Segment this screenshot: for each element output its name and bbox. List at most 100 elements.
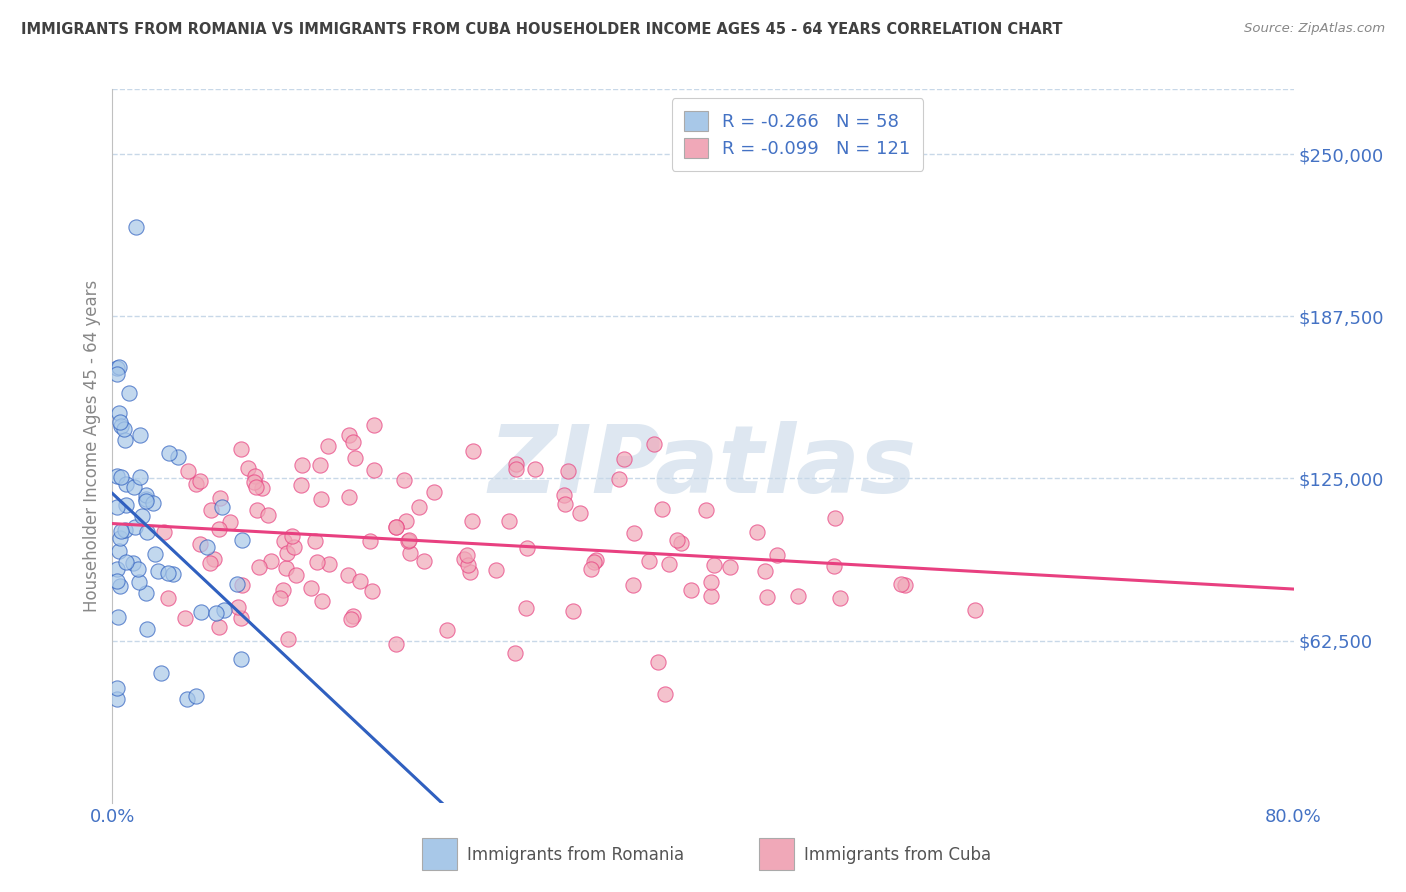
Point — [360, 533, 382, 548]
Point — [247, 560, 270, 574]
Point — [135, 586, 157, 600]
Point — [108, 531, 131, 545]
Point — [554, 496, 576, 510]
Point — [498, 515, 520, 529]
Point — [637, 554, 659, 568]
Point — [963, 603, 986, 617]
Point — [276, 560, 298, 574]
Point — [198, 557, 221, 571]
Point — [337, 428, 360, 442]
Point — [211, 500, 233, 514]
Point — [290, 478, 312, 492]
Point — [105, 692, 128, 706]
Point — [231, 578, 253, 592]
Point — [658, 557, 681, 571]
Point — [281, 529, 304, 543]
Point — [457, 558, 479, 573]
Point — [647, 655, 669, 669]
Point — [458, 566, 481, 580]
Point — [108, 360, 131, 375]
Point — [562, 604, 585, 618]
Point — [523, 462, 546, 476]
Point — [787, 589, 810, 603]
Point — [461, 514, 484, 528]
Point — [153, 524, 176, 539]
Point — [385, 520, 408, 534]
Point — [342, 434, 364, 449]
Point — [516, 541, 538, 556]
Point — [579, 561, 602, 575]
Point — [188, 537, 211, 551]
Point — [392, 474, 415, 488]
Point — [585, 552, 607, 566]
Point — [423, 484, 446, 499]
Point — [243, 475, 266, 489]
Point — [110, 470, 132, 484]
Point — [231, 533, 253, 547]
Point — [823, 559, 845, 574]
Point — [308, 458, 330, 472]
Point — [505, 457, 527, 471]
Point — [115, 499, 138, 513]
Point — [363, 417, 385, 432]
Point — [127, 562, 149, 576]
Point — [105, 681, 128, 695]
Point — [277, 632, 299, 646]
Point — [291, 458, 314, 472]
Point — [699, 589, 721, 603]
Point — [195, 540, 218, 554]
Point — [337, 490, 360, 504]
Point — [110, 524, 132, 539]
Point — [343, 450, 366, 465]
Text: Immigrants from Romania: Immigrants from Romania — [467, 846, 683, 863]
Point — [273, 583, 295, 598]
Point — [105, 574, 128, 588]
Text: IMMIGRANTS FROM ROMANIA VS IMMIGRANTS FROM CUBA HOUSEHOLDER INCOME AGES 45 - 64 : IMMIGRANTS FROM ROMANIA VS IMMIGRANTS FR… — [21, 22, 1063, 37]
Point — [301, 581, 323, 595]
Point — [824, 511, 846, 525]
Point — [208, 620, 231, 634]
Point — [105, 562, 128, 576]
Point — [756, 591, 779, 605]
Point — [336, 568, 359, 582]
Point — [229, 611, 252, 625]
Point — [184, 689, 207, 703]
Point — [107, 406, 129, 420]
Point — [143, 547, 166, 561]
Text: Immigrants from Cuba: Immigrants from Cuba — [804, 846, 991, 863]
Point — [515, 601, 537, 615]
Point — [304, 533, 326, 548]
Point — [190, 605, 212, 619]
Point — [654, 687, 676, 701]
Point — [621, 578, 644, 592]
Point — [252, 481, 274, 495]
Point — [607, 472, 630, 486]
Point — [720, 559, 742, 574]
Point — [173, 611, 195, 625]
Point — [129, 428, 152, 442]
Legend: R = -0.266   N = 58, R = -0.099   N = 121: R = -0.266 N = 58, R = -0.099 N = 121 — [672, 98, 924, 170]
Point — [231, 652, 253, 666]
Point — [305, 555, 328, 569]
Point — [385, 637, 408, 651]
Point — [186, 476, 208, 491]
Point — [557, 464, 579, 478]
Point — [395, 514, 418, 528]
Point — [142, 496, 165, 510]
Point — [463, 443, 485, 458]
Point — [135, 488, 157, 502]
Point — [112, 422, 135, 436]
Point — [108, 579, 131, 593]
Y-axis label: Householder Income Ages 45 - 64 years: Householder Income Ages 45 - 64 years — [83, 280, 101, 612]
Point — [613, 452, 636, 467]
Point — [162, 567, 184, 582]
Point — [311, 492, 333, 507]
Point — [665, 533, 688, 548]
Point — [202, 552, 225, 566]
Point — [316, 439, 339, 453]
Point — [115, 476, 138, 491]
Point — [200, 502, 222, 516]
Point — [212, 603, 235, 617]
Point — [150, 665, 173, 680]
Point — [125, 219, 148, 234]
